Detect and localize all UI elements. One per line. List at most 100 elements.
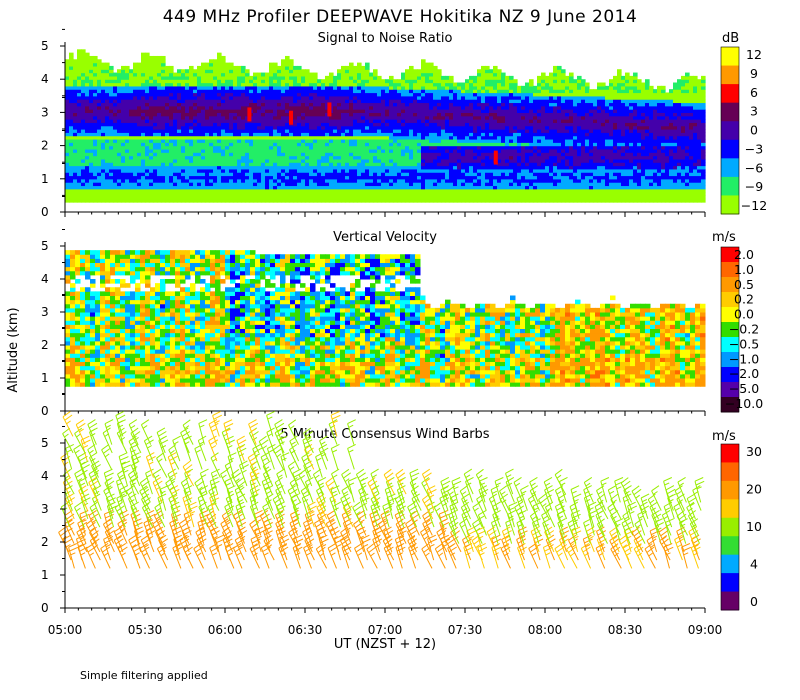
snr-cell [201,192,206,196]
snr-cell [449,182,454,187]
snr-cell [309,85,314,90]
snr-cell [525,152,530,157]
snr-cell [101,198,106,203]
snr-cell [509,135,514,140]
snr-cell [397,165,402,170]
snr-cell [153,165,158,170]
snr-cell [437,155,442,160]
snr-cell [77,145,82,150]
snr-cell [345,165,350,170]
snr-cell [257,99,262,104]
snr-cell [265,145,270,150]
snr-cell [377,142,382,147]
snr-cell [309,72,314,77]
snr-cell [253,142,258,147]
snr-cell [105,192,110,196]
snr-cell [401,145,406,150]
snr-cell [161,125,166,130]
snr-cell [369,172,374,177]
snr-cell [517,188,522,193]
snr-cell [517,192,522,196]
snr-cell [389,129,394,133]
snr-cell [137,142,142,147]
snr-cell [389,75,394,80]
snr-cell [329,158,334,163]
snr-cell [261,155,266,160]
snr-cell [501,192,506,196]
snr-cell [337,192,342,196]
snr-cell [445,142,450,147]
snr-cell [353,192,358,196]
snr-cell [265,162,270,167]
snr-cell [545,165,550,170]
snr-cell [361,115,366,120]
snr-cell [373,158,378,163]
snr-cell [373,195,378,200]
snr-cell [337,112,342,117]
snr-cell [213,152,218,157]
snr-cell [477,172,482,177]
snr-cell [205,132,210,137]
snr-cell [393,188,398,193]
snr-cell [473,182,478,187]
snr-cell [341,122,346,127]
snr-cell [349,168,354,173]
snr-cell [289,172,294,177]
snr-cell [305,182,310,187]
snr-cell [237,172,242,177]
snr-cell [385,192,390,196]
snr-cell [361,112,366,117]
snr-cell [433,152,438,157]
snr-cell [421,172,426,177]
snr-cell [169,75,174,80]
snr-cell [341,72,346,77]
snr-cell [197,148,202,153]
snr-cell [417,168,422,173]
snr-cell [269,129,274,133]
snr-cell [533,138,538,143]
snr-cell [313,79,318,84]
snr-cell [293,138,298,143]
snr-cell [193,129,198,133]
snr-cell [77,162,82,167]
snr-cell [537,102,542,107]
snr-cell [493,112,498,117]
snr-cell [397,109,402,113]
snr-cell [309,195,314,200]
snr-cell [265,182,270,187]
snr-cell [381,182,386,187]
snr-cell [261,115,266,120]
snr-cell [289,165,294,170]
snr-cell [281,132,286,137]
snr-cell [329,192,334,196]
snr-cell [261,135,266,140]
snr-cell [557,115,562,120]
snr-cell [381,89,386,94]
snr-cell [429,185,434,190]
snr-cell [213,112,218,117]
snr-cell [301,168,306,173]
snr-cell [489,155,494,160]
snr-cell [77,175,82,180]
snr-cell [365,185,370,190]
snr-cell [525,185,530,190]
snr-cell [241,75,246,80]
snr-cell [237,129,242,133]
snr-cell [381,125,386,130]
snr-cell [221,129,226,133]
snr-cell [245,119,250,123]
snr-cell [413,85,418,90]
snr-cell [405,119,410,123]
snr-cell [533,132,538,137]
snr-cell [373,198,378,203]
snr-cell [193,72,198,77]
snr-cell [341,65,346,70]
snr-cell [449,109,454,113]
snr-cell [349,142,354,147]
snr-cell [361,165,366,170]
snr-cell [273,152,278,157]
snr-cell [341,145,346,150]
snr-cell [465,109,470,113]
snr-cell [333,168,338,173]
snr-cell [221,62,226,67]
